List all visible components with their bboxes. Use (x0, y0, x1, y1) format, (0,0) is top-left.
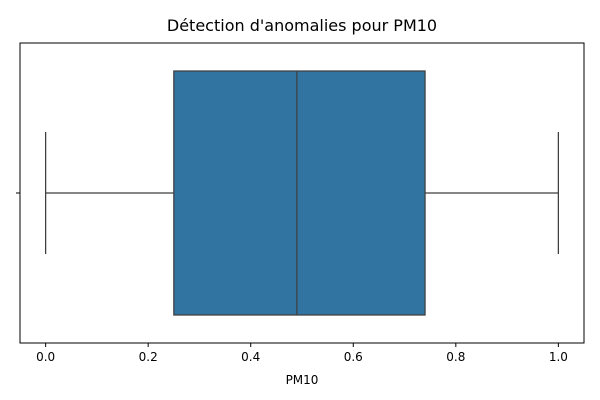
plot-area: 0.0 0.2 0.4 0.6 0.8 1.0 (16, 42, 585, 364)
x-tick-label: 0.0 (36, 350, 55, 364)
x-tick-label: 0.6 (344, 350, 363, 364)
x-tick-label: 0.8 (446, 350, 465, 364)
iqr-box (173, 70, 426, 316)
x-tick-label: 0.4 (241, 350, 260, 364)
chart-title: Détection d'anomalies pour PM10 (167, 16, 437, 35)
x-axis-label: PM10 (286, 373, 319, 387)
x-tick-label: 1.0 (549, 350, 568, 364)
x-tick-label: 0.2 (139, 350, 158, 364)
